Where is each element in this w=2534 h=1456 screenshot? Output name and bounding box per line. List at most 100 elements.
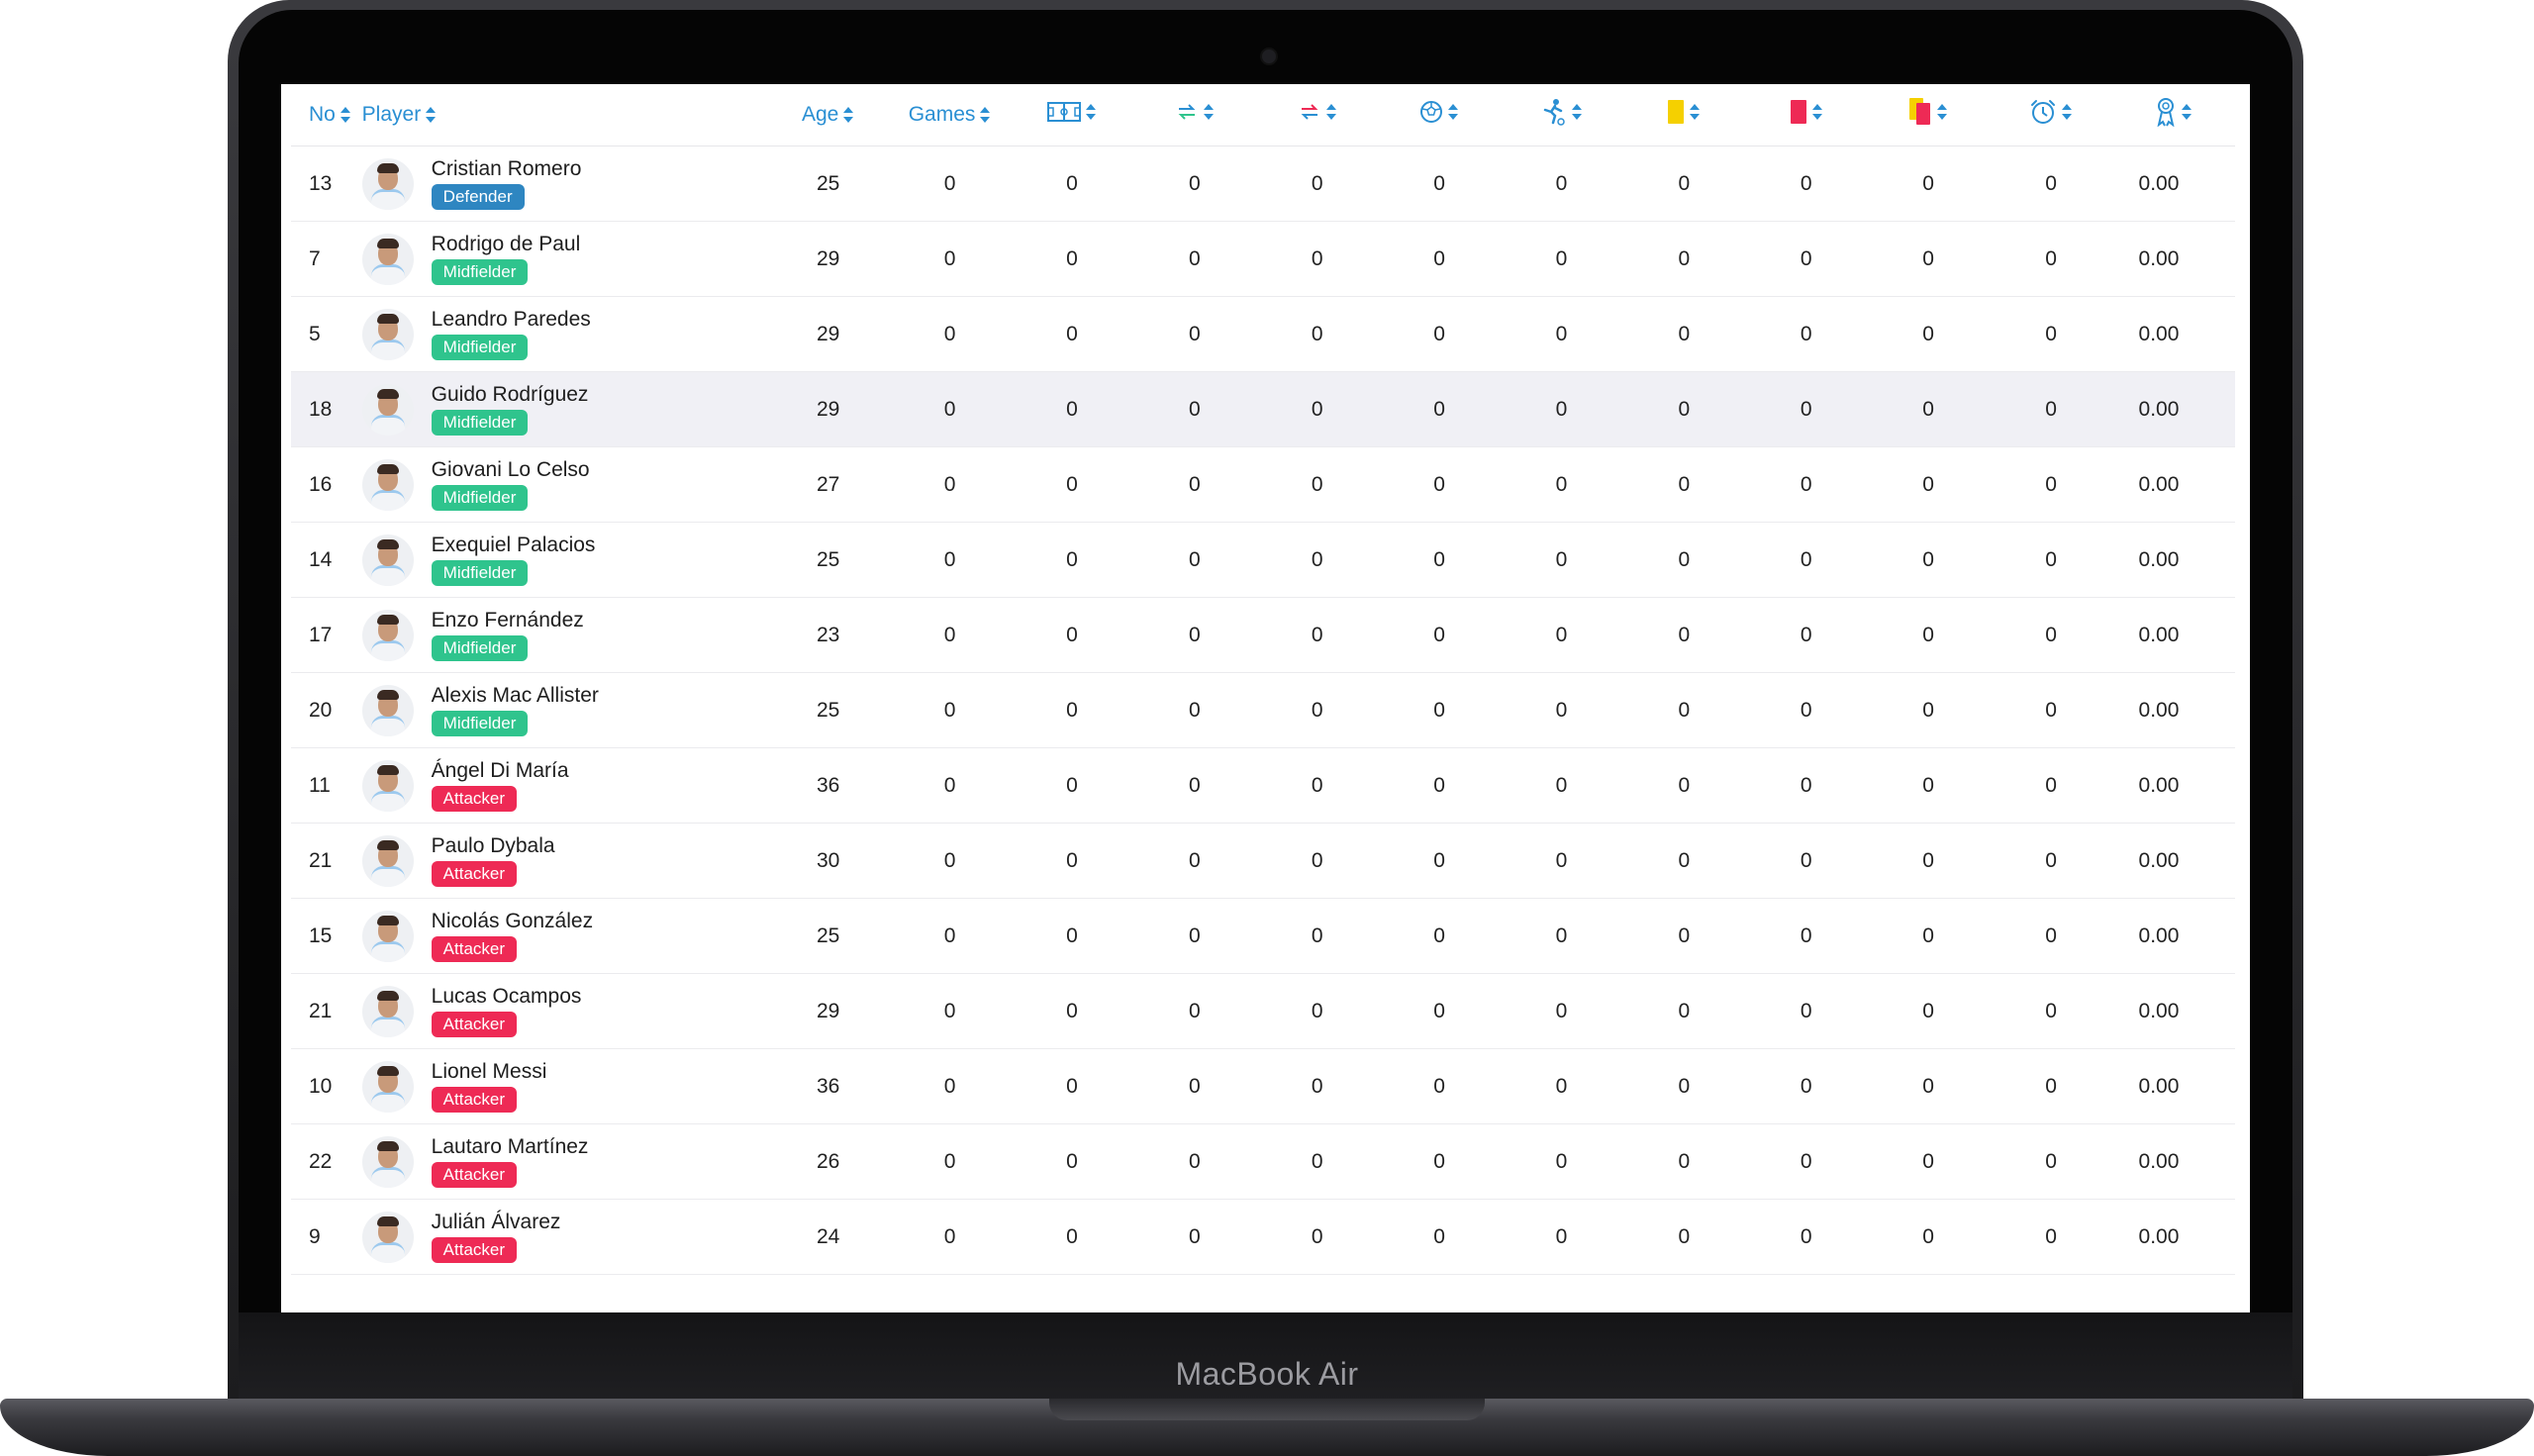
stat-red-cards: 0 [1745, 1199, 1868, 1275]
table-row[interactable]: 10 Lionel Messi Attacker 36 0 0 0 0 0 0 … [291, 1048, 2235, 1124]
player-cell[interactable]: Lucas Ocampos Attacker [361, 973, 768, 1049]
table-row[interactable]: 22 Lautaro Martínez Attacker 26 0 0 0 0 … [291, 1123, 2235, 1200]
player-name[interactable]: Enzo Fernández [431, 609, 584, 631]
column-header-assists[interactable] [1500, 84, 1623, 146]
stat-games: 0 [889, 446, 1011, 523]
stat-red-cards: 0 [1745, 672, 1868, 748]
player-cell[interactable]: Nicolás González Attacker [361, 898, 768, 974]
column-header-lineups[interactable] [1011, 84, 1133, 146]
stat-sub-out: 0 [1255, 823, 1379, 899]
table-row[interactable]: 17 Enzo Fernández Midfielder 23 0 0 0 0 … [291, 597, 2235, 673]
column-header-second-yellow[interactable] [1867, 84, 1991, 146]
table-row[interactable]: 21 Paulo Dybala Attacker 30 0 0 0 0 0 0 … [291, 823, 2235, 899]
stat-sub-out: 0 [1255, 597, 1379, 673]
sort-icon [2062, 104, 2073, 120]
column-header-no[interactable]: No [291, 84, 362, 146]
player-number: 5 [291, 296, 362, 372]
player-cell[interactable]: Ángel Di María Attacker [361, 747, 768, 824]
table-row[interactable]: 9 Julián Álvarez Attacker 24 0 0 0 0 0 0… [291, 1199, 2235, 1275]
stat-yellow-cards: 0 [1622, 446, 1746, 523]
player-name[interactable]: Alexis Mac Allister [431, 684, 599, 707]
stat-assists: 0 [1500, 898, 1623, 974]
stat-yellow-cards: 0 [1622, 672, 1746, 748]
table-row[interactable]: 16 Giovani Lo Celso Midfielder 27 0 0 0 … [291, 446, 2235, 523]
table-row[interactable]: 20 Alexis Mac Allister Midfielder 25 0 0… [291, 672, 2235, 748]
stat-assists: 0 [1500, 823, 1623, 899]
stat-second-yellow: 0 [1867, 221, 1991, 297]
player-name[interactable]: Rodrigo de Paul [431, 233, 581, 255]
column-games-label: Games [908, 103, 976, 126]
table-row[interactable]: 5 Leandro Paredes Midfielder 29 0 0 0 0 … [291, 296, 2235, 372]
table-row[interactable]: 21 Lucas Ocampos Attacker 29 0 0 0 0 0 0… [291, 973, 2235, 1049]
player-name[interactable]: Giovani Lo Celso [431, 458, 590, 481]
player-cell[interactable]: Alexis Mac Allister Midfielder [361, 672, 768, 748]
sort-icon [1085, 104, 1097, 120]
table-row[interactable]: 18 Guido Rodríguez Midfielder 29 0 0 0 0… [291, 371, 2235, 447]
player-name[interactable]: Lautaro Martínez [431, 1135, 589, 1158]
player-cell[interactable]: Paulo Dybala Attacker [361, 823, 768, 899]
stat-sub-in: 0 [1132, 221, 1256, 297]
stat-rating: 0.00 [2111, 1123, 2235, 1200]
column-header-rating[interactable] [2111, 84, 2235, 146]
stat-goals: 0 [1378, 898, 1501, 974]
player-cell[interactable]: Rodrigo de Paul Midfielder [361, 221, 768, 297]
player-name[interactable]: Julián Álvarez [431, 1211, 561, 1233]
stat-goals: 0 [1378, 1123, 1501, 1200]
stat-red-cards: 0 [1745, 296, 1868, 372]
column-header-yellow-cards[interactable] [1622, 84, 1746, 146]
stat-minutes: 0 [1990, 221, 2112, 297]
column-header-sub-in[interactable] [1132, 84, 1256, 146]
column-header-red-cards[interactable] [1745, 84, 1868, 146]
column-header-games[interactable]: Games [889, 84, 1011, 146]
stat-second-yellow: 0 [1867, 823, 1991, 899]
player-name[interactable]: Lucas Ocampos [431, 985, 582, 1008]
player-name[interactable]: Lionel Messi [431, 1060, 547, 1083]
table-row[interactable]: 13 Cristian Romero Defender 25 0 0 0 0 0… [291, 146, 2235, 222]
stat-games: 0 [889, 522, 1011, 598]
table-row[interactable]: 11 Ángel Di María Attacker 36 0 0 0 0 0 … [291, 747, 2235, 824]
player-cell[interactable]: Lionel Messi Attacker [361, 1048, 768, 1124]
laptop-hinge-notch [1049, 1399, 1485, 1420]
stat-sub-in: 0 [1132, 522, 1256, 598]
sort-icon [1572, 104, 1583, 120]
column-header-goals[interactable] [1378, 84, 1501, 146]
player-name[interactable]: Leandro Paredes [431, 308, 591, 331]
player-stats-table: No Player Age Games [291, 84, 2235, 1275]
player-name[interactable]: Guido Rodríguez [431, 383, 589, 406]
stat-rating: 0.00 [2111, 296, 2235, 372]
stat-sub-out: 0 [1255, 522, 1379, 598]
column-header-sub-out[interactable] [1255, 84, 1379, 146]
player-name[interactable]: Ángel Di María [431, 759, 569, 782]
sub-out-icon [1301, 104, 1318, 120]
player-name[interactable]: Cristian Romero [431, 157, 582, 180]
stat-sub-in: 0 [1132, 1123, 1256, 1200]
player-cell[interactable]: Exequiel Palacios Midfielder [361, 522, 768, 598]
stat-second-yellow: 0 [1867, 1048, 1991, 1124]
column-header-player[interactable]: Player [361, 84, 768, 146]
stat-minutes: 0 [1990, 146, 2112, 222]
column-header-minutes[interactable] [1990, 84, 2112, 146]
player-name[interactable]: Nicolás González [431, 910, 594, 932]
table-row[interactable]: 7 Rodrigo de Paul Midfielder 29 0 0 0 0 … [291, 221, 2235, 297]
player-cell[interactable]: Cristian Romero Defender [361, 146, 768, 222]
column-header-age[interactable]: Age [767, 84, 890, 146]
player-cell[interactable]: Julián Álvarez Attacker [361, 1199, 768, 1275]
stat-red-cards: 0 [1745, 446, 1868, 523]
player-cell[interactable]: Guido Rodríguez Midfielder [361, 371, 768, 447]
stat-rating: 0.00 [2111, 371, 2235, 447]
rating-ribbon-icon [2157, 98, 2175, 127]
player-number: 17 [291, 597, 362, 673]
sort-icon [1203, 104, 1215, 120]
stat-goals: 0 [1378, 973, 1501, 1049]
player-cell[interactable]: Lautaro Martínez Attacker [361, 1123, 768, 1200]
stat-lineups: 0 [1011, 1123, 1133, 1200]
player-cell[interactable]: Enzo Fernández Midfielder [361, 597, 768, 673]
table-row[interactable]: 14 Exequiel Palacios Midfielder 25 0 0 0… [291, 522, 2235, 598]
player-age: 29 [767, 221, 890, 297]
stat-minutes: 0 [1990, 823, 2112, 899]
table-row[interactable]: 15 Nicolás González Attacker 25 0 0 0 0 … [291, 898, 2235, 974]
player-cell[interactable]: Leandro Paredes Midfielder [361, 296, 768, 372]
player-name[interactable]: Exequiel Palacios [431, 534, 596, 556]
player-cell[interactable]: Giovani Lo Celso Midfielder [361, 446, 768, 523]
player-name[interactable]: Paulo Dybala [431, 834, 555, 857]
